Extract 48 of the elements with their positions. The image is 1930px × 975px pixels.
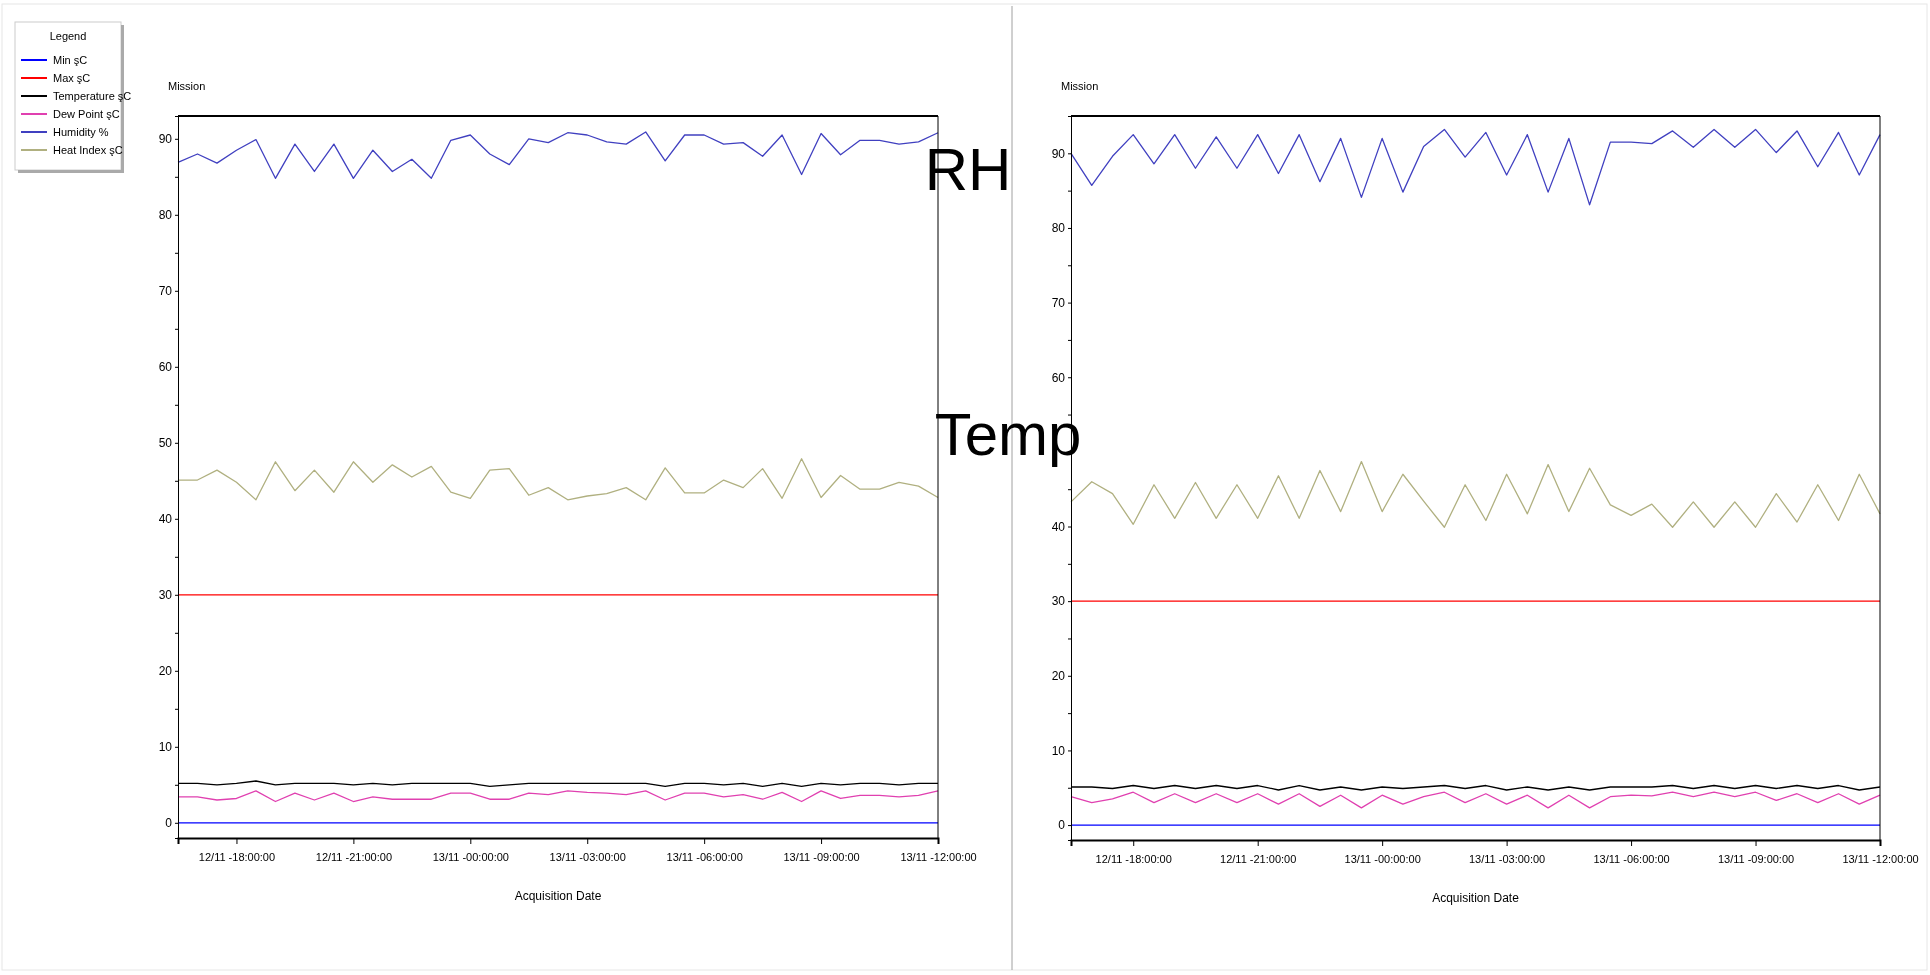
x-tick-label: 13/11 -00:00:00 [432, 851, 509, 864]
y-tick-label: 30 [158, 588, 173, 603]
x-tick-label: 13/11 -06:00:00 [666, 851, 743, 864]
x-axis-title: Acquisition Date [514, 889, 602, 903]
x-tick-label: 12/11 -21:00:00 [315, 851, 393, 864]
y-tick-label: 60 [1051, 370, 1066, 385]
x-tick-label: 12/11 -18:00:00 [1095, 853, 1172, 866]
legend-title: Legend [49, 30, 87, 42]
y-tick-label: 90 [1051, 146, 1066, 161]
y-tick-label: 20 [158, 664, 173, 679]
legend-label: Min şC [53, 54, 88, 66]
x-tick-label: 13/11 -03:00:00 [549, 851, 626, 864]
y-tick-label: 30 [1051, 594, 1066, 609]
legend-label: Temperature şC [53, 90, 132, 102]
x-tick-label: 13/11 -12:00:00 [1842, 853, 1919, 866]
y-tick-label: 20 [1051, 669, 1066, 684]
legend-label: Heat Index şC [53, 144, 123, 156]
y-tick-label: 40 [158, 512, 173, 527]
y-tick-label: 50 [158, 436, 173, 451]
y-tick-label: 10 [158, 740, 173, 755]
chart-title: Mission [168, 80, 206, 92]
annotation: RH [924, 136, 1012, 203]
chart-title: Mission [1061, 80, 1099, 92]
legend-label: Max şC [53, 72, 91, 84]
x-tick-label: 13/11 -12:00:00 [900, 851, 977, 864]
x-tick-label: 13/11 -09:00:00 [1717, 853, 1795, 866]
line-series [1070, 128, 1881, 206]
legend-label: Humidity % [53, 126, 109, 138]
line-series [1070, 791, 1881, 809]
line-series [177, 790, 939, 803]
y-tick-label: 80 [158, 208, 173, 223]
y-tick-label: 10 [1051, 743, 1066, 758]
x-axis-title: Acquisition Date [1432, 891, 1520, 905]
y-tick-label: 0 [165, 816, 173, 831]
legend-label: Dew Point şC [53, 108, 120, 120]
x-tick-label: 13/11 -00:00:00 [1344, 853, 1421, 866]
y-tick-label: 90 [158, 132, 173, 147]
y-tick-label: 60 [158, 360, 173, 375]
x-tick-label: 13/11 -06:00:00 [1593, 853, 1670, 866]
y-tick-label: 80 [1051, 221, 1066, 236]
x-tick-label: 12/11 -18:00:00 [198, 851, 276, 864]
x-tick-label: 12/11 -21:00:00 [1220, 853, 1297, 866]
y-tick-label: 40 [1051, 519, 1066, 534]
x-tick-label: 13/11 -09:00:00 [783, 851, 860, 864]
x-tick-label: 13/11 -03:00:00 [1468, 853, 1546, 866]
y-tick-label: 70 [158, 284, 173, 299]
y-tick-label: 70 [1051, 295, 1066, 310]
y-tick-label: 0 [1058, 818, 1066, 833]
